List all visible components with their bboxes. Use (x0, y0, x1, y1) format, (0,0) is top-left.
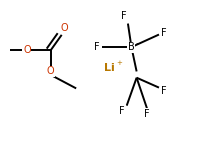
Text: F: F (160, 28, 166, 38)
Text: Li: Li (104, 62, 115, 73)
Text: F: F (143, 109, 149, 119)
Text: B: B (128, 42, 134, 52)
Text: F: F (119, 106, 124, 116)
Text: F: F (160, 86, 166, 96)
Text: O: O (47, 66, 54, 76)
Text: −: − (135, 40, 140, 45)
Text: +: + (116, 60, 121, 66)
Text: O: O (60, 23, 68, 33)
Text: F: F (94, 42, 100, 52)
Text: O: O (23, 45, 30, 55)
Text: F: F (121, 11, 126, 22)
